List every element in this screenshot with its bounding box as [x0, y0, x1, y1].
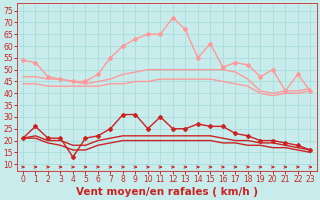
X-axis label: Vent moyen/en rafales ( km/h ): Vent moyen/en rafales ( km/h ): [76, 187, 258, 197]
